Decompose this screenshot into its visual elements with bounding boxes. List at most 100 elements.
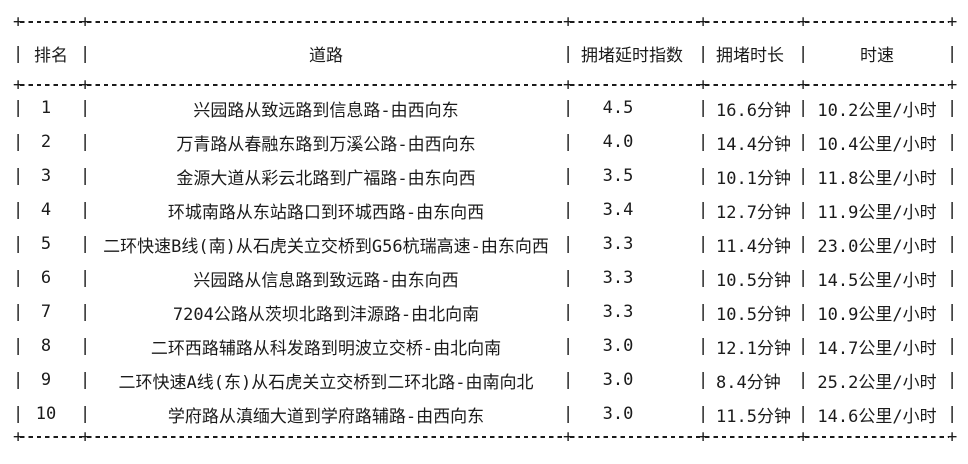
road-cell: 环城南路从东站路口到环城西路-由东向西 bbox=[167, 202, 485, 223]
road-cell: 二环快速A线(东)从石虎关立交桥到二环北路-由南向北 bbox=[118, 372, 534, 393]
congestion-duration-cell: 11.4分钟 bbox=[716, 236, 791, 257]
column-divider: | bbox=[13, 268, 24, 288]
header-road: 道路 bbox=[309, 46, 343, 66]
speed-cell: 10.9公里/小时 bbox=[817, 304, 937, 325]
table-body: | 1 | 兴园路从致远路到信息路-由西向东 | 4.5 | 16.6分钟 | … bbox=[13, 91, 968, 431]
border-junction: + bbox=[13, 427, 24, 447]
column-divider: | bbox=[947, 370, 958, 390]
congestion-delay-index-cell: 3.4 bbox=[602, 200, 634, 220]
column-divider: | bbox=[13, 166, 24, 186]
road-cell: 7204公路从茨坝北路到沣源路-由北向南 bbox=[172, 304, 480, 325]
border-segment bbox=[705, 431, 800, 443]
table-top-border: + + + + + + bbox=[13, 12, 968, 32]
column-divider: | bbox=[80, 370, 91, 390]
column-divider: | bbox=[80, 166, 91, 186]
column-divider: | bbox=[698, 404, 709, 424]
column-divider: | bbox=[563, 166, 574, 186]
congestion-duration-cell: 12.1分钟 bbox=[716, 338, 791, 359]
table-header-row: | 排名 | 道路 | 拥堵延时指数 | 拥堵时长 | 时速 | bbox=[13, 28, 968, 79]
road-cell: 二环西路辅路从科发路到明波立交桥-由北向南 bbox=[150, 338, 502, 359]
column-divider: | bbox=[947, 132, 958, 152]
column-divider: | bbox=[80, 336, 91, 356]
column-divider: | bbox=[80, 404, 91, 424]
rank-cell: 9 bbox=[40, 370, 52, 390]
column-divider: | bbox=[947, 404, 958, 424]
congestion-ranking-table: + + + + + + | 排名 | 道路 | 拥堵延时指数 | 拥堵时长 | … bbox=[13, 12, 968, 447]
road-cell: 兴园路从致远路到信息路-由西向东 bbox=[193, 100, 459, 121]
congestion-duration-cell: 16.6分钟 bbox=[716, 100, 791, 121]
column-divider: | bbox=[563, 302, 574, 322]
border-segment bbox=[87, 431, 565, 443]
border-junction: + bbox=[698, 427, 709, 447]
column-divider: | bbox=[947, 200, 958, 220]
column-divider: | bbox=[947, 234, 958, 254]
column-divider: | bbox=[563, 404, 574, 424]
border-junction: + bbox=[798, 75, 809, 95]
column-divider: | bbox=[13, 43, 24, 64]
column-divider: | bbox=[698, 166, 709, 186]
column-divider: | bbox=[798, 98, 809, 118]
table-row: | 7 | 7204公路从茨坝北路到沣源路-由北向南 | 3.3 | 10.5分… bbox=[13, 295, 968, 329]
border-junction: + bbox=[947, 12, 958, 32]
road-cell: 金源大道从彩云北路到广福路-由东向西 bbox=[176, 168, 476, 189]
congestion-delay-index-cell: 3.5 bbox=[602, 166, 634, 186]
column-divider: | bbox=[798, 268, 809, 288]
speed-cell: 23.0公里/小时 bbox=[817, 236, 937, 257]
column-divider: | bbox=[80, 98, 91, 118]
road-cell: 学府路从滇缅大道到学府路辅路-由西向东 bbox=[167, 406, 485, 427]
border-junction: + bbox=[563, 427, 574, 447]
header-congestion-duration: 拥堵时长 bbox=[716, 46, 784, 66]
speed-cell: 14.7公里/小时 bbox=[817, 338, 937, 359]
column-divider: | bbox=[698, 43, 709, 64]
border-junction: + bbox=[798, 427, 809, 447]
column-divider: | bbox=[563, 98, 574, 118]
border-segment bbox=[20, 431, 82, 443]
column-divider: | bbox=[947, 268, 958, 288]
column-divider: | bbox=[698, 302, 709, 322]
congestion-delay-index-cell: 4.5 bbox=[602, 98, 634, 118]
speed-cell: 11.9公里/小时 bbox=[817, 202, 937, 223]
congestion-duration-cell: 10.1分钟 bbox=[716, 168, 791, 189]
border-junction: + bbox=[798, 12, 809, 32]
column-divider: | bbox=[798, 43, 809, 64]
border-junction: + bbox=[563, 12, 574, 32]
congestion-delay-index-cell: 3.3 bbox=[602, 268, 634, 288]
border-junction: + bbox=[80, 12, 91, 32]
table-row: | 8 | 二环西路辅路从科发路到明波立交桥-由北向南 | 3.0 | 12.1… bbox=[13, 329, 968, 363]
column-divider: | bbox=[13, 132, 24, 152]
table-row: | 6 | 兴园路从信息路到致远路-由东向西 | 3.3 | 10.5分钟 | … bbox=[13, 261, 968, 295]
column-divider: | bbox=[13, 404, 24, 424]
table-row: | 9 | 二环快速A线(东)从石虎关立交桥到二环北路-由南向北 | 3.0 |… bbox=[13, 363, 968, 397]
border-junction: + bbox=[13, 75, 24, 95]
border-junction: + bbox=[13, 12, 24, 32]
rank-cell: 7 bbox=[40, 302, 52, 322]
border-segment bbox=[87, 16, 565, 28]
column-divider: | bbox=[698, 98, 709, 118]
column-divider: | bbox=[798, 234, 809, 254]
table-row: | 1 | 兴园路从致远路到信息路-由西向东 | 4.5 | 16.6分钟 | … bbox=[13, 91, 968, 125]
column-divider: | bbox=[698, 336, 709, 356]
column-divider: | bbox=[698, 200, 709, 220]
border-segment bbox=[20, 79, 82, 91]
table-bottom-border: + + + + + + bbox=[13, 427, 968, 447]
column-divider: | bbox=[947, 43, 958, 64]
congestion-delay-index-cell: 4.0 bbox=[602, 132, 634, 152]
border-segment bbox=[705, 79, 800, 91]
border-segment bbox=[87, 79, 565, 91]
column-divider: | bbox=[13, 98, 24, 118]
congestion-duration-cell: 10.5分钟 bbox=[716, 304, 791, 325]
rank-cell: 8 bbox=[40, 336, 52, 356]
congestion-duration-cell: 11.5分钟 bbox=[716, 406, 791, 427]
border-segment bbox=[705, 16, 800, 28]
header-congestion-delay-index: 拥堵延时指数 bbox=[581, 46, 683, 66]
rank-cell: 5 bbox=[40, 234, 52, 254]
table-header-border: + + + + + + bbox=[13, 75, 968, 95]
column-divider: | bbox=[947, 166, 958, 186]
table-row: | 2 | 万青路从春融东路到万溪公路-由西向东 | 4.0 | 14.4分钟 … bbox=[13, 125, 968, 159]
road-cell: 兴园路从信息路到致远路-由东向西 bbox=[193, 270, 459, 291]
border-junction: + bbox=[563, 75, 574, 95]
speed-cell: 10.4公里/小时 bbox=[817, 134, 937, 155]
border-segment bbox=[570, 431, 700, 443]
column-divider: | bbox=[563, 200, 574, 220]
